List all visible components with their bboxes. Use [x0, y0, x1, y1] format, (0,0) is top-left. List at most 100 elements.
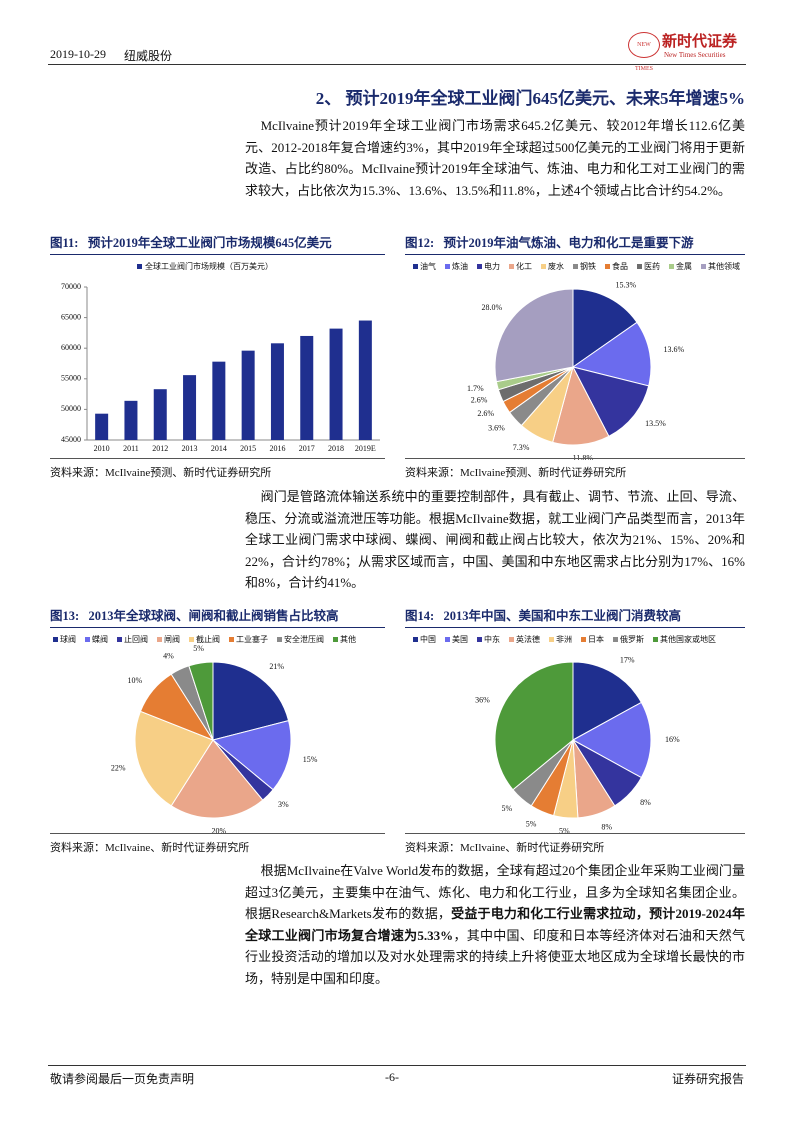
x-tick-label: 2015 [240, 444, 256, 453]
data-label: 4% [163, 652, 174, 661]
legend-swatch [477, 637, 482, 642]
header-company: 纽威股份 [124, 49, 173, 63]
footer-disclaimer: 敬请参阅最后一页免责声明 [50, 1072, 195, 1086]
figure-title: 图11: 预计2019年全球工业阀门市场规模645亿美元 [50, 232, 385, 255]
legend-label: 非洲 [556, 634, 572, 644]
data-label: 2.6% [477, 409, 494, 418]
legend-label: 油气 [420, 261, 436, 271]
legend-swatch [53, 637, 58, 642]
legend-label: 医药 [644, 261, 660, 271]
legend-label: 美国 [452, 634, 468, 644]
data-label: 10% [127, 676, 142, 685]
data-label: 13.6% [663, 345, 684, 354]
bar [241, 350, 255, 440]
logo-en: New Times Securities [664, 51, 726, 59]
legend-swatch [157, 637, 162, 642]
pie-slice [211, 719, 292, 791]
figure-title-text: 预计2019年油气炼油、电力和化工是重要下游 [443, 236, 694, 250]
x-tick-label: 2013 [182, 444, 198, 453]
legend-swatch [413, 264, 418, 269]
legend-label: 工业塞子 [236, 634, 268, 644]
legend-label: 止回阀 [124, 634, 148, 644]
legend-swatch [701, 264, 706, 269]
figure-title-text: 预计2019年全球工业阀门市场规模645亿美元 [87, 236, 332, 250]
figure-label: 图14: [405, 609, 435, 623]
footer-rule [48, 1065, 746, 1066]
legend-label: 化工 [516, 261, 532, 271]
pie-slice [170, 739, 264, 819]
legend-swatch [581, 637, 586, 642]
data-label: 22% [111, 763, 126, 772]
legend-swatch [509, 637, 514, 642]
figure-label: 图11: [50, 236, 79, 250]
data-label: 5% [193, 644, 204, 653]
legend-swatch [333, 637, 338, 642]
bar [329, 328, 343, 440]
data-label: 3.6% [488, 424, 505, 433]
pie-slice [212, 661, 290, 741]
figure-label: 图12: [405, 236, 435, 250]
paragraph: 阀门是管路流体输送系统中的重要控制部件，具有截止、调节、节流、止回、导流、稳压、… [245, 489, 745, 590]
y-tick-label: 60000 [61, 343, 81, 352]
data-label: 3% [278, 800, 289, 809]
legend-swatch [85, 637, 90, 642]
data-label: 28.0% [481, 303, 502, 312]
source-note: 资料来源：McIlvaine、新时代证券研究所 [405, 833, 745, 855]
logo-cn: 新时代证券 [662, 34, 738, 50]
pie-slice [188, 661, 214, 741]
legend-label: 截止阀 [196, 634, 220, 644]
pie-chart: 油气 炼油 电力 化工 废水 钢铁 食品 医药 金属 其他领域 15.3% 13.6% 13.5% 11.… [413, 261, 740, 460]
legend-swatch [573, 264, 578, 269]
legend-label: 全球工业阀门市场规模（百万美元） [145, 261, 273, 271]
figure-title: 图12: 预计2019年油气炼油、电力和化工是重要下游 [405, 232, 745, 255]
pie-chart: 球阀 蝶阀 止回阀 闸阀 截止阀 工业塞子 安全泄压阀 其他 21% 15% 3% 20% 22% 10%… [53, 634, 356, 833]
legend-swatch [413, 637, 418, 642]
logo-mark: NEW TIMES [628, 32, 660, 72]
figure-title-text: 2013年中国、美国和中东工业阀门消费较高 [443, 609, 682, 623]
figure-title: 图13: 2013年全球球阀、闸阀和截止阀销售占比较高 [50, 605, 385, 628]
bar [300, 335, 314, 440]
legend-label: 安全泄压阀 [284, 634, 324, 644]
paragraph: 根据McIlvaine在Valve World发布的数据，全球有超过20个集团企… [245, 860, 745, 989]
data-label: 21% [269, 662, 284, 671]
legend-swatch [653, 637, 658, 642]
pie-slice [134, 710, 214, 807]
bold-text: 受益于电力和化工行业需求拉动，预计2019-2024年全球工业阀门市场复合增速为… [245, 906, 745, 943]
page-number: -6- [385, 1070, 399, 1084]
section-heading: 2、 预计2019年全球工业阀门645亿美元、未来5年增速5% [315, 89, 745, 108]
data-label: 5% [526, 819, 537, 828]
header-rule [48, 64, 746, 65]
text-run: ，其中中国、印度和日本等经济体对石油和天然气行业投资活动的增加以及对水处理需求的… [245, 927, 745, 986]
legend-swatch [189, 637, 194, 642]
header-date: 2019-10-29 [50, 47, 106, 61]
y-tick-label: 70000 [61, 282, 81, 291]
data-label: 5% [559, 826, 570, 833]
legend-swatch [605, 264, 610, 269]
bar [153, 389, 167, 440]
legend-swatch [549, 637, 554, 642]
legend-label: 俄罗斯 [620, 634, 644, 644]
data-label: 11.8% [573, 453, 594, 460]
y-tick-label: 65000 [61, 312, 81, 321]
bar [270, 343, 284, 440]
legend-label: 蝶阀 [92, 634, 108, 644]
legend-label: 钢铁 [580, 261, 596, 271]
paragraph: McIlvaine预计2019年全球工业阀门市场需求645.2亿美元、较2012… [245, 118, 745, 198]
footer-report: 证券研究报告 [672, 1072, 745, 1086]
legend-label: 废水 [548, 261, 564, 271]
figure-title: 图14: 2013年中国、美国和中东工业阀门消费较高 [405, 605, 745, 628]
data-label: 20% [211, 827, 226, 833]
data-label: 15.3% [616, 280, 637, 289]
data-label: 1.7% [467, 384, 484, 393]
legend-label: 其他 [340, 634, 356, 644]
legend-label: 闸阀 [164, 635, 180, 644]
legend-swatch [229, 637, 234, 642]
legend-swatch [277, 637, 282, 642]
legend-swatch [637, 264, 642, 269]
legend-label: 中国 [420, 634, 436, 644]
data-label: 16% [665, 735, 680, 744]
y-tick-label: 45000 [61, 435, 81, 444]
x-tick-label: 2019E [355, 444, 376, 453]
pie-slice [572, 288, 638, 368]
